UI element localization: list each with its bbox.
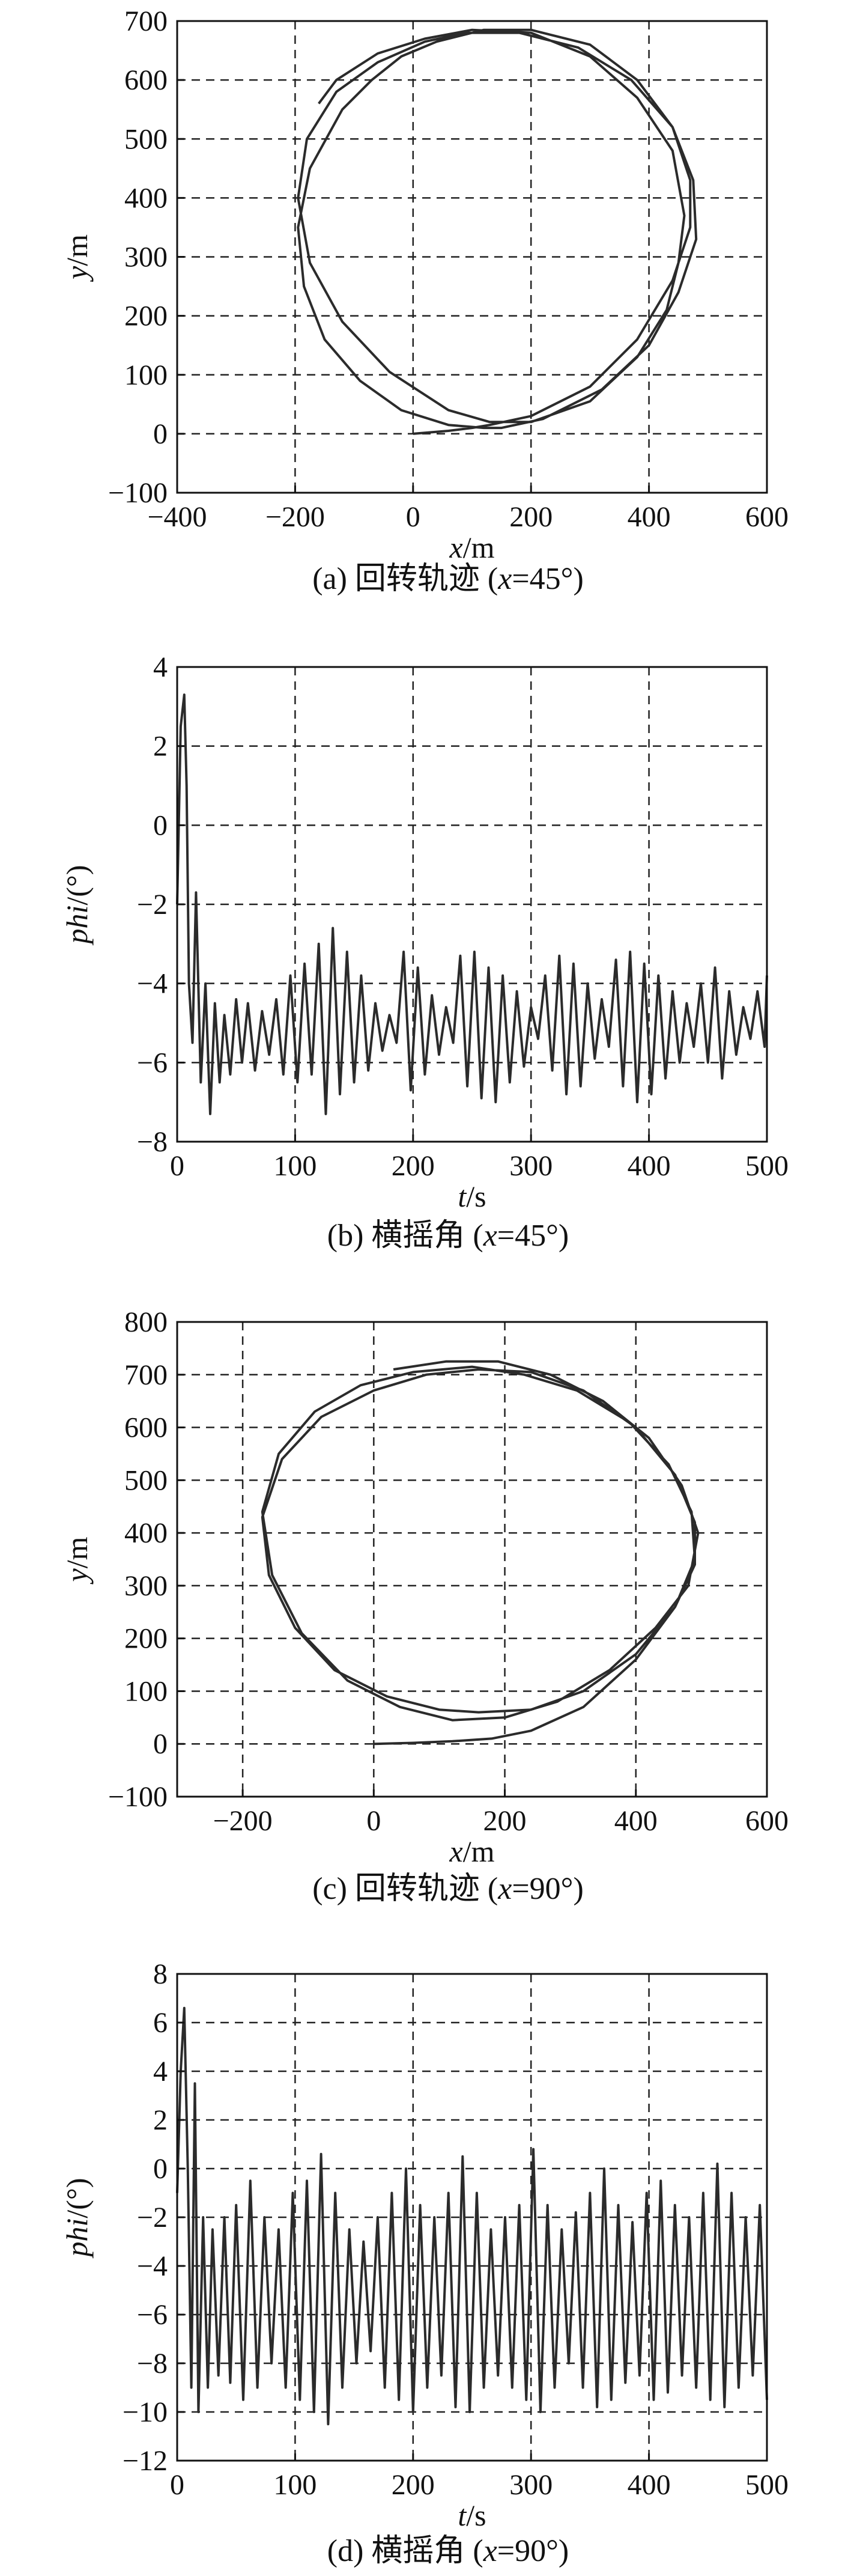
y-tick-label: 4 bbox=[153, 2056, 168, 2087]
y-tick-label: 2 bbox=[153, 731, 168, 763]
x-tick-label: −200 bbox=[265, 501, 325, 533]
x-tick-label: 600 bbox=[745, 501, 789, 533]
x-tick-label: 0 bbox=[406, 501, 420, 533]
figure-caption: (a) 回转轨迹 (x=45°) bbox=[312, 562, 584, 596]
y-tick-label: 6 bbox=[153, 2007, 168, 2039]
x-tick-label: 200 bbox=[392, 1150, 435, 1182]
y-axis-label: phi/(°) bbox=[60, 2178, 94, 2258]
chart-panel-d: 0 100 200 300 400 500 −12 −10 −8 −6 −4 −2 0 2 4 6 8 t/s ph… bbox=[60, 1958, 789, 2568]
y-tick-label: −10 bbox=[123, 2396, 168, 2428]
y-tick-label: 700 bbox=[124, 1359, 168, 1391]
x-tick-label: −400 bbox=[147, 501, 207, 533]
y-tick-label: 300 bbox=[124, 1570, 168, 1602]
y-tick-label: 4 bbox=[153, 651, 168, 683]
y-tick-label: 700 bbox=[124, 5, 168, 37]
x-tick-label: 100 bbox=[273, 2469, 316, 2501]
y-tick-label: 600 bbox=[124, 1412, 168, 1444]
y-tick-label: 0 bbox=[153, 418, 168, 450]
x-tick-label: 300 bbox=[509, 1150, 553, 1182]
chart-panel-c: −200 0 200 400 600 −100 0 100 200 300 400 500 600 700… bbox=[60, 1306, 789, 1906]
x-axis-label: x/m bbox=[449, 1835, 495, 1868]
y-tick-label: 8 bbox=[153, 1958, 168, 1990]
y-tick-label: 200 bbox=[124, 1623, 168, 1655]
y-tick-label: 500 bbox=[124, 123, 168, 155]
x-tick-label: 200 bbox=[483, 1805, 527, 1837]
y-tick-label: −4 bbox=[137, 2250, 168, 2282]
x-tick-label: 600 bbox=[745, 1805, 789, 1837]
y-tick-label: 200 bbox=[124, 300, 168, 332]
y-tick-label: 100 bbox=[124, 1675, 168, 1707]
chart-panel-a: −400 −200 0 200 400 600 −100 0 100 200 300 400 500 60… bbox=[60, 5, 789, 596]
y-tick-label: 600 bbox=[124, 64, 168, 96]
x-tick-label: 400 bbox=[628, 1150, 671, 1182]
y-tick-label: −6 bbox=[137, 1047, 168, 1079]
y-tick-label: 0 bbox=[153, 2153, 168, 2185]
y-axis-label: y/m bbox=[60, 234, 94, 282]
x-tick-label: 100 bbox=[273, 1150, 316, 1182]
y-tick-label: 2 bbox=[153, 2104, 168, 2136]
y-tick-label: −12 bbox=[123, 2445, 168, 2477]
y-tick-label: −100 bbox=[108, 1781, 168, 1813]
x-tick-label: −200 bbox=[213, 1805, 273, 1837]
y-tick-label: −2 bbox=[137, 2202, 168, 2233]
y-tick-label: 0 bbox=[153, 809, 168, 841]
y-tick-label: 400 bbox=[124, 182, 168, 214]
y-tick-label: 300 bbox=[124, 242, 168, 273]
data-series-line bbox=[297, 28, 698, 435]
x-tick-label: 0 bbox=[366, 1805, 381, 1837]
y-tick-label: 500 bbox=[124, 1464, 168, 1496]
figure-caption: (c) 回转轨迹 (x=90°) bbox=[312, 1872, 584, 1906]
x-tick-label: 400 bbox=[628, 2469, 671, 2501]
x-tick-label: 200 bbox=[509, 501, 553, 533]
y-tick-label: −8 bbox=[137, 2348, 168, 2380]
y-tick-label: −100 bbox=[108, 477, 168, 509]
x-tick-label: 400 bbox=[628, 501, 671, 533]
y-tick-label: −8 bbox=[137, 1126, 168, 1158]
x-tick-label: 500 bbox=[745, 1150, 789, 1182]
y-tick-label: −6 bbox=[137, 2299, 168, 2331]
x-axis-label: t/s bbox=[458, 1180, 486, 1213]
x-tick-label: 300 bbox=[509, 2469, 553, 2501]
x-tick-label: 0 bbox=[170, 2469, 184, 2501]
y-tick-label: 0 bbox=[153, 1728, 168, 1760]
chart-panel-b: 0 100 200 300 400 500 −8 −6 −4 −2 0 2 4 t/s phi/(°) (b)… bbox=[60, 651, 789, 1253]
y-tick-label: −4 bbox=[137, 968, 168, 1000]
y-tick-label: 100 bbox=[124, 359, 168, 391]
figure-caption: (b) 横摇角 (x=45°) bbox=[327, 1219, 569, 1253]
y-axis-label: y/m bbox=[60, 1536, 94, 1585]
y-axis-label: phi/(°) bbox=[60, 865, 94, 945]
data-series-line bbox=[176, 693, 768, 1115]
x-tick-label: 500 bbox=[745, 2469, 789, 2501]
x-axis-label: x/m bbox=[449, 531, 495, 564]
y-tick-label: 800 bbox=[124, 1306, 168, 1338]
plot-frame bbox=[176, 1321, 768, 1798]
x-axis-label: t/s bbox=[458, 2498, 486, 2532]
figure-caption: (d) 横摇角 (x=90°) bbox=[327, 2534, 569, 2568]
y-tick-label: −2 bbox=[137, 889, 168, 921]
data-series-line bbox=[261, 1360, 700, 1746]
y-tick-label: 400 bbox=[124, 1517, 168, 1549]
data-series-line bbox=[176, 2006, 768, 2426]
x-tick-label: 400 bbox=[614, 1805, 658, 1837]
x-tick-label: 200 bbox=[392, 2469, 435, 2501]
x-tick-label: 0 bbox=[170, 1150, 184, 1182]
